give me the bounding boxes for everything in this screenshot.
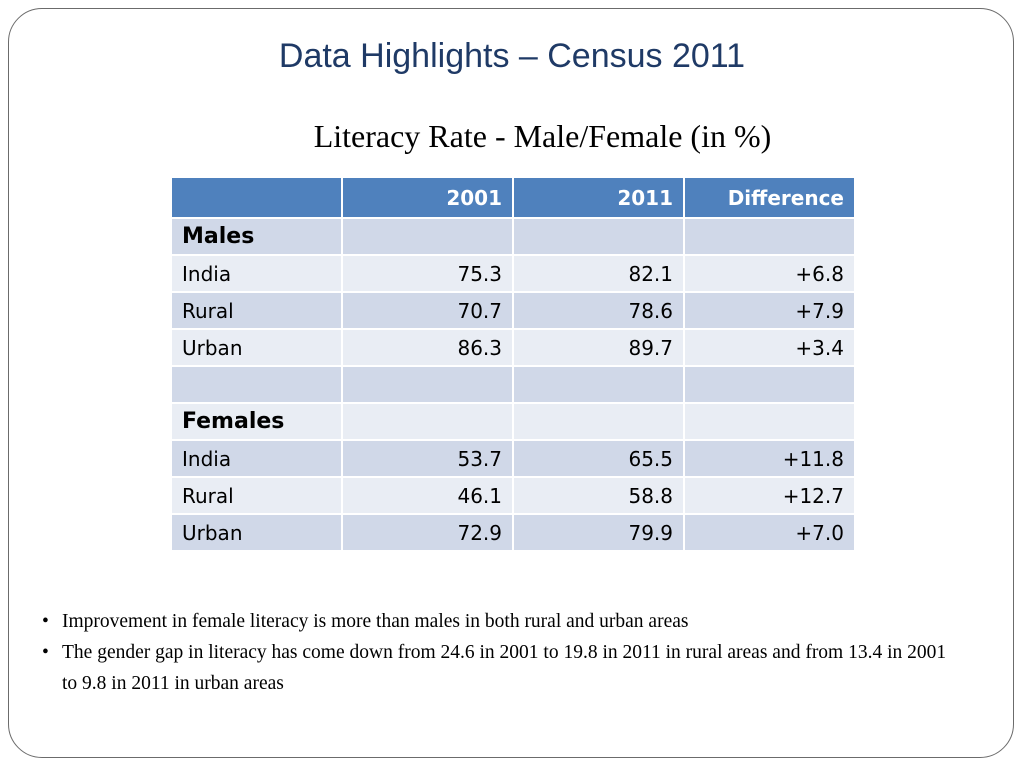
literacy-table: 2001 2011 Difference Males India 75.3 82… bbox=[170, 176, 856, 552]
table-row: Urban 86.3 89.7 +3.4 bbox=[170, 328, 856, 367]
table-title: Literacy Rate - Male/Female (in %) bbox=[313, 118, 772, 154]
row-label: Rural bbox=[170, 291, 343, 330]
row-label: Rural bbox=[170, 476, 343, 515]
table-row: Females bbox=[170, 402, 856, 441]
cell-2011: 58.8 bbox=[512, 476, 685, 515]
cell-2001: 72.9 bbox=[341, 513, 514, 552]
table-row: Males bbox=[170, 217, 856, 256]
cell-difference bbox=[683, 217, 856, 256]
cell-difference: +12.7 bbox=[683, 476, 856, 515]
cell-difference: +11.8 bbox=[683, 439, 856, 478]
cell-2011: 82.1 bbox=[512, 254, 685, 293]
cell-2001: 46.1 bbox=[341, 476, 514, 515]
cell-2011: 79.9 bbox=[512, 513, 685, 552]
cell-2011 bbox=[512, 365, 685, 404]
table-row: Rural 70.7 78.6 +7.9 bbox=[170, 291, 856, 330]
header-cell-label bbox=[170, 176, 343, 219]
bullet-text: The gender gap in literacy has come down… bbox=[62, 642, 947, 694]
row-label: India bbox=[170, 439, 343, 478]
cell-2011: 78.6 bbox=[512, 291, 685, 330]
cell-difference: +7.0 bbox=[683, 513, 856, 552]
cell-difference: +7.9 bbox=[683, 291, 856, 330]
table-row-blank bbox=[170, 365, 856, 404]
bullet-item: • Improvement in female literacy is more… bbox=[42, 606, 962, 637]
table-row: Rural 46.1 58.8 +12.7 bbox=[170, 476, 856, 515]
cell-2001: 70.7 bbox=[341, 291, 514, 330]
cell-2001: 75.3 bbox=[341, 254, 514, 293]
section-label-females: Females bbox=[170, 402, 343, 441]
cell-2011 bbox=[512, 402, 685, 441]
cell-2011: 89.7 bbox=[512, 328, 685, 367]
cell-2001 bbox=[341, 365, 514, 404]
row-label: Urban bbox=[170, 513, 343, 552]
table-row: Urban 72.9 79.9 +7.0 bbox=[170, 513, 856, 552]
bullet-item: • The gender gap in literacy has come do… bbox=[42, 637, 962, 699]
row-label: India bbox=[170, 254, 343, 293]
cell-2001: 53.7 bbox=[341, 439, 514, 478]
table-row: India 53.7 65.5 +11.8 bbox=[170, 439, 856, 478]
cell-2011: 65.5 bbox=[512, 439, 685, 478]
cell-2001 bbox=[341, 217, 514, 256]
cell-2001 bbox=[341, 402, 514, 441]
cell-2011 bbox=[512, 217, 685, 256]
header-cell-2001: 2001 bbox=[341, 176, 514, 219]
header-cell-2011: 2011 bbox=[512, 176, 685, 219]
table-header-row: 2001 2011 Difference bbox=[170, 176, 856, 219]
cell-difference bbox=[683, 365, 856, 404]
row-label: Urban bbox=[170, 328, 343, 367]
section-label-males: Males bbox=[170, 217, 343, 256]
cell-difference: +3.4 bbox=[683, 328, 856, 367]
cell-difference: +6.8 bbox=[683, 254, 856, 293]
page-title: Data Highlights – Census 2011 bbox=[278, 37, 746, 75]
row-label bbox=[170, 365, 343, 404]
bullet-text: Improvement in female literacy is more t… bbox=[62, 611, 689, 632]
bullet-icon: • bbox=[42, 611, 49, 632]
bullet-list: • Improvement in female literacy is more… bbox=[42, 606, 962, 699]
bullet-icon: • bbox=[42, 642, 49, 663]
header-cell-difference: Difference bbox=[683, 176, 856, 219]
cell-difference bbox=[683, 402, 856, 441]
table-row: India 75.3 82.1 +6.8 bbox=[170, 254, 856, 293]
cell-2001: 86.3 bbox=[341, 328, 514, 367]
